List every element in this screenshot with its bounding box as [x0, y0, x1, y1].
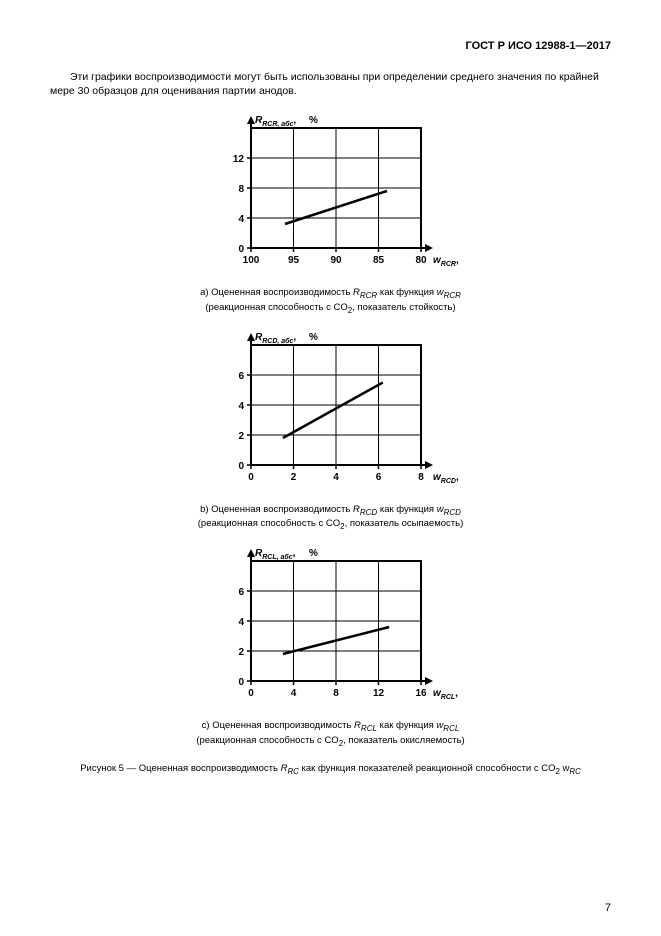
- svg-text:8: 8: [418, 472, 424, 483]
- svg-text:4: 4: [290, 688, 296, 699]
- svg-text:0: 0: [248, 688, 254, 699]
- chart-c-caption: c) Оцененная воспроизводимость RRCL как …: [50, 720, 611, 749]
- svg-text:12: 12: [372, 688, 384, 699]
- chart-b: 024602468RRCD, абс,%wRCD,%: [201, 325, 461, 495]
- svg-text:wRCD,: wRCD,: [433, 472, 459, 485]
- chart-a-block: 0481210095908580RRCR, абс,%wRCR,% a) Оце…: [50, 108, 611, 316]
- svg-text:wRCL,: wRCL,: [433, 688, 458, 701]
- svg-text:0: 0: [238, 244, 244, 255]
- svg-text:RRCR, абс,: RRCR, абс,: [255, 115, 296, 128]
- svg-text:%: %: [309, 548, 318, 559]
- svg-text:%: %: [309, 115, 318, 126]
- svg-text:4: 4: [333, 472, 339, 483]
- svg-text:12: 12: [232, 154, 244, 165]
- chart-c: 02460481216RRCL, абс,%wRCL,%: [201, 541, 461, 711]
- svg-text:8: 8: [238, 184, 244, 195]
- page: ГОСТ Р ИСО 12988-1—2017 Эти графики восп…: [0, 0, 661, 936]
- svg-text:6: 6: [238, 587, 244, 598]
- svg-text:80: 80: [415, 255, 427, 266]
- svg-text:6: 6: [238, 371, 244, 382]
- chart-a: 0481210095908580RRCR, абс,%wRCR,%: [201, 108, 461, 278]
- svg-text:4: 4: [238, 401, 244, 412]
- chart-b-caption: b) Оцененная воспроизводимость RRCD как …: [50, 504, 611, 533]
- svg-text:16: 16: [415, 688, 427, 699]
- svg-text:8: 8: [333, 688, 339, 699]
- svg-text:4: 4: [238, 617, 244, 628]
- svg-text:2: 2: [290, 472, 296, 483]
- chart-c-block: 02460481216RRCL, абс,%wRCL,% c) Оцененна…: [50, 541, 611, 749]
- chart-b-block: 024602468RRCD, абс,%wRCD,% b) Оцененная …: [50, 325, 611, 533]
- document-header: ГОСТ Р ИСО 12988-1—2017: [50, 40, 611, 52]
- page-number: 7: [605, 902, 611, 914]
- intro-paragraph: Эти графики воспроизводимости могут быть…: [50, 70, 611, 98]
- svg-text:0: 0: [248, 472, 254, 483]
- svg-text:85: 85: [372, 255, 384, 266]
- chart-a-caption: a) Оцененная воспроизводимость RRCR как …: [50, 287, 611, 316]
- svg-text:0: 0: [238, 677, 244, 688]
- svg-text:100: 100: [242, 255, 259, 266]
- svg-text:4: 4: [238, 214, 244, 225]
- svg-text:wRCR,: wRCR,: [433, 255, 459, 268]
- svg-text:RRCD, абс,: RRCD, абс,: [255, 332, 296, 345]
- svg-text:90: 90: [330, 255, 342, 266]
- svg-text:2: 2: [238, 431, 244, 442]
- svg-text:6: 6: [375, 472, 381, 483]
- svg-text:95: 95: [287, 255, 299, 266]
- svg-text:0: 0: [238, 461, 244, 472]
- svg-text:2: 2: [238, 647, 244, 658]
- svg-text:%: %: [309, 332, 318, 343]
- figure-caption: Рисунок 5 — Оцененная воспроизводимость …: [50, 763, 611, 776]
- svg-text:RRCL, абс,: RRCL, абс,: [255, 548, 296, 561]
